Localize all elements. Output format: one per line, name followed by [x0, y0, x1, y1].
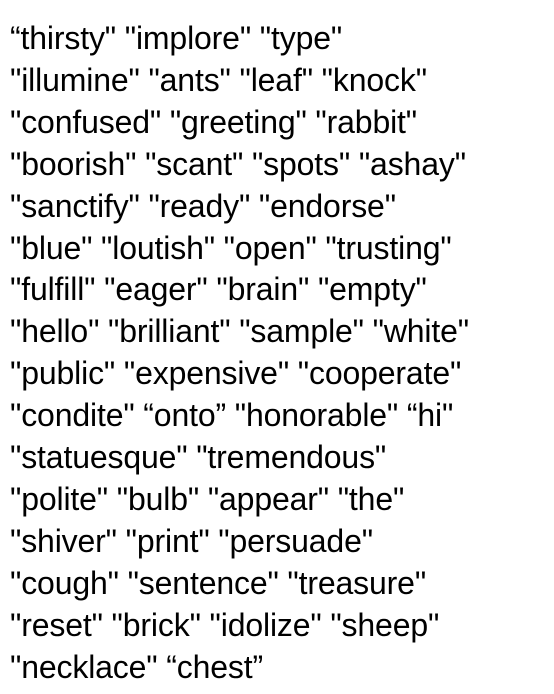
text-line: "boorish" "scant" "spots" "ashay": [10, 145, 466, 182]
text-line: "hello" "brilliant" "sample" "white": [10, 313, 469, 350]
text-line: “thirsty" "implore" "type": [10, 20, 343, 56]
text-line: "sanctify" "ready" "endorse": [10, 187, 396, 224]
text-line: "necklace" “chest”: [10, 648, 264, 685]
text-line: "cough" "sentence" "treasure": [10, 564, 427, 601]
text-line: "polite" "bulb" "appear" "the": [10, 480, 405, 517]
text-line: "blue" "loutish" "open" "trusting": [10, 229, 452, 266]
text-line: "shiver" "print" "persuade": [10, 522, 373, 559]
text-line: "condite" “onto” "honorable" “hi": [10, 397, 454, 434]
text-line: "illumine" "ants" "leaf" "knock": [10, 61, 427, 98]
text-line: "confused" "greeting" "rabbit": [10, 103, 418, 140]
text-line: "public" "expensive" "cooperate": [10, 355, 462, 392]
word-list-document: “thirsty" "implore" "type" "illumine" "a…: [10, 18, 550, 689]
text-line: "fulfill" "eager" "brain" "empty": [10, 271, 427, 308]
text-line: "statuesque" "tremendous": [10, 439, 387, 476]
text-line: "reset" "brick" "idolize" "sheep": [10, 606, 440, 643]
